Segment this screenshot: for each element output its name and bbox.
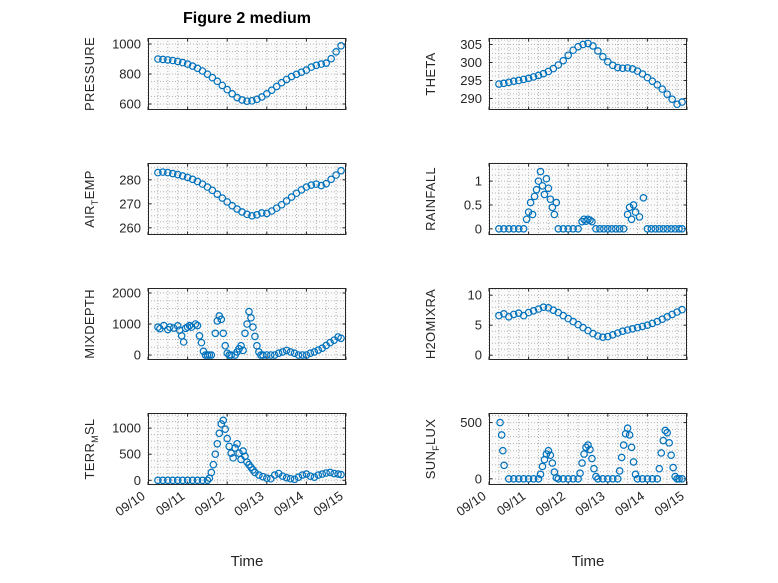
svg-text:0: 0 bbox=[134, 473, 141, 488]
y-axis-label-pressure: PRESSURE bbox=[82, 37, 98, 111]
y-axis-label-theta: THETA bbox=[423, 52, 439, 96]
subplot-sunflux: SUNFLUX 0 500 09/10 09/11 09/12 09/13 09/14 09/… bbox=[423, 413, 688, 519]
tick-marks bbox=[488, 288, 688, 360]
tick-labels: 0 5 10 bbox=[468, 288, 482, 363]
tick-labels: 290 295 300 305 bbox=[460, 37, 482, 106]
y-axis-label-mixdepth: MIXDEPTH bbox=[82, 289, 98, 359]
svg-text:305: 305 bbox=[460, 37, 482, 52]
svg-text:280: 280 bbox=[119, 172, 141, 187]
tick-marks bbox=[147, 288, 347, 360]
tick-marks bbox=[147, 413, 347, 485]
data-points bbox=[495, 167, 686, 233]
tick-labels: 00.51 bbox=[464, 174, 482, 237]
svg-text:295: 295 bbox=[460, 73, 482, 88]
pressure-plot-area: 600 800 1000 bbox=[112, 37, 347, 112]
y-axis-label-airtemp: AIRTEMP bbox=[82, 170, 100, 228]
terrmsl-plot-area: 0 500 1000 09/10 09/11 09/12 09/13 09/14 09/15 bbox=[112, 413, 347, 519]
axes-box bbox=[148, 413, 346, 485]
rainfall-plot-area: 00.51 bbox=[464, 162, 688, 236]
y-axis-label-h2omixra: H2OMIXRA bbox=[423, 288, 439, 360]
svg-text:09/11: 09/11 bbox=[153, 488, 187, 518]
svg-text:0: 0 bbox=[134, 348, 141, 363]
svg-text:0.5: 0.5 bbox=[464, 197, 482, 212]
svg-text:09/12: 09/12 bbox=[192, 488, 227, 519]
svg-text:09/10: 09/10 bbox=[453, 488, 488, 519]
svg-text:09/14: 09/14 bbox=[612, 488, 647, 519]
axes-box bbox=[489, 38, 687, 110]
svg-text:500: 500 bbox=[119, 447, 141, 462]
airtemp-plot-area: 260 270 280 bbox=[119, 163, 347, 235]
axes-box bbox=[148, 163, 346, 235]
data-points bbox=[154, 166, 345, 220]
svg-text:5: 5 bbox=[475, 318, 482, 333]
svg-text:0: 0 bbox=[475, 471, 482, 486]
svg-text:260: 260 bbox=[119, 220, 141, 235]
tick-labels: 260 270 280 bbox=[119, 172, 141, 235]
svg-text:09/15: 09/15 bbox=[651, 488, 686, 519]
data-points bbox=[154, 416, 345, 485]
h2omixra-plot-area: 0 5 10 bbox=[468, 288, 688, 363]
axes-box bbox=[489, 163, 687, 235]
svg-text:2000: 2000 bbox=[112, 285, 141, 300]
svg-text:800: 800 bbox=[119, 67, 141, 82]
subplot-h2omixra: H2OMIXRA 0 5 10 bbox=[423, 288, 688, 363]
mixdepth-plot-area: 0 1000 2000 bbox=[112, 285, 347, 363]
data-points bbox=[154, 307, 345, 359]
svg-text:09/11: 09/11 bbox=[494, 488, 528, 518]
theta-plot-area: 290 295 300 305 bbox=[460, 37, 688, 110]
svg-text:10: 10 bbox=[468, 288, 482, 303]
data-points bbox=[495, 303, 686, 342]
y-axis-label-terrmsl: TERRMSL bbox=[82, 418, 100, 480]
svg-text:0: 0 bbox=[475, 348, 482, 363]
svg-text:290: 290 bbox=[460, 91, 482, 106]
y-axis-label-sunflux: SUNFLUX bbox=[423, 418, 441, 480]
svg-text:1000: 1000 bbox=[112, 421, 141, 436]
tick-marks bbox=[147, 38, 347, 110]
grid-lines bbox=[488, 413, 688, 485]
svg-text:500: 500 bbox=[460, 415, 482, 430]
tick-marks bbox=[147, 163, 347, 235]
axes-box bbox=[489, 413, 687, 485]
grid-lines bbox=[488, 38, 688, 110]
subplot-rainfall: RAINFALL 0 0.5 1 bbox=[423, 162, 688, 236]
tick-marks bbox=[488, 163, 688, 235]
x-axis-label-time-left: Time bbox=[230, 553, 264, 570]
tick-marks bbox=[488, 38, 688, 110]
svg-text:300: 300 bbox=[460, 55, 482, 70]
figure-title: Figure 2 medium bbox=[182, 10, 312, 27]
tick-labels: 600 800 1000 bbox=[112, 37, 141, 112]
grid-lines bbox=[488, 288, 688, 360]
subplot-mixdepth: MIXDEPTH 0 1000 2000 bbox=[82, 285, 347, 363]
svg-text:09/13: 09/13 bbox=[231, 488, 266, 519]
tick-labels: 0 1000 2000 bbox=[112, 285, 141, 362]
svg-text:09/15: 09/15 bbox=[310, 488, 345, 519]
data-points bbox=[154, 41, 345, 105]
data-points bbox=[495, 39, 686, 109]
subplot-theta: THETA 290 295 300 305 bbox=[423, 37, 688, 110]
x-axis-label-time-right: Time bbox=[571, 553, 605, 570]
svg-text:0: 0 bbox=[475, 221, 482, 236]
axes-box bbox=[489, 288, 687, 360]
svg-text:1000: 1000 bbox=[112, 317, 141, 332]
svg-text:09/12: 09/12 bbox=[533, 488, 568, 519]
svg-text:09/13: 09/13 bbox=[572, 488, 607, 519]
data-points bbox=[496, 418, 686, 483]
svg-text:270: 270 bbox=[119, 196, 141, 211]
svg-text:09/10: 09/10 bbox=[112, 488, 147, 519]
svg-text:1000: 1000 bbox=[112, 37, 141, 52]
subplot-terrmsl: TERRMSL 0 500 1000 09/10 09/11 09/12 09/13 09/1… bbox=[82, 413, 347, 519]
sunflux-plot-area: 0 500 09/10 09/11 09/12 09/13 09/14 09/15 bbox=[453, 413, 688, 519]
svg-text:1: 1 bbox=[475, 174, 482, 189]
subplot-pressure: PRESSURE 600 800 1000 bbox=[82, 37, 347, 112]
svg-text:09/14: 09/14 bbox=[271, 488, 306, 519]
subplot-airtemp: AIRTEMP 260 270 280 bbox=[82, 163, 347, 235]
y-axis-label-rainfall: RAINFALL bbox=[423, 167, 439, 231]
svg-text:600: 600 bbox=[119, 97, 141, 112]
